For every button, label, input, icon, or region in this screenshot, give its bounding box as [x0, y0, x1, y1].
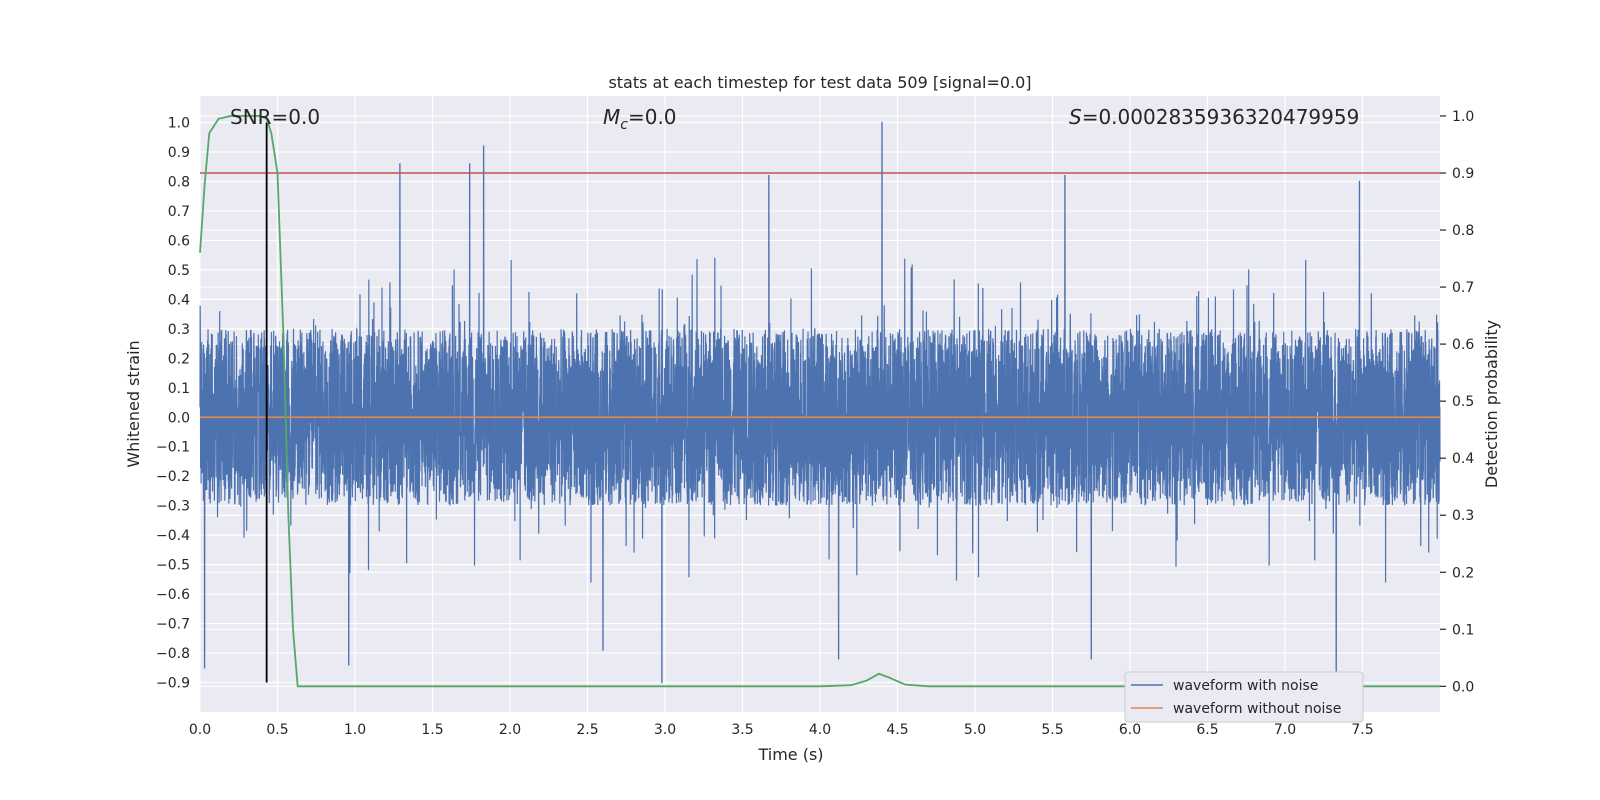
chart-lines — [199, 115, 1440, 688]
left-tick-label: −0.8 — [156, 646, 190, 662]
left-tick-label: 0.4 — [168, 292, 190, 308]
waveform-with-noise-line — [199, 121, 1441, 684]
x-tick-label: 1.5 — [421, 722, 443, 738]
right-tick-label: 0.9 — [1452, 166, 1474, 182]
left-tick-label: −0.9 — [156, 676, 190, 692]
score-value: =0.0002835936320479959 — [1082, 105, 1360, 129]
x-tick-label: 4.5 — [886, 722, 908, 738]
left-tick-label: 0.7 — [168, 204, 190, 220]
detection-probability-line — [199, 115, 1440, 688]
right-tick-label: 0.2 — [1452, 565, 1474, 581]
right-tick-label: 0.6 — [1452, 337, 1474, 353]
legend-box — [1124, 671, 1364, 723]
right-tick-label: 0.1 — [1452, 622, 1474, 638]
x-tick-label: 7.5 — [1351, 722, 1373, 738]
chirp-mass-subscript: c — [620, 117, 628, 133]
right-tick-label: 0.5 — [1452, 394, 1474, 410]
left-tick-label: −0.4 — [156, 528, 190, 544]
x-axis-label: Time (s) — [757, 745, 823, 764]
left-tick-label: 0.5 — [168, 263, 190, 279]
right-tick-label: 0.0 — [1452, 679, 1474, 695]
left-tick-label: 0.1 — [168, 381, 190, 397]
x-tick-label: 7.0 — [1274, 722, 1296, 738]
x-tick-label: 0.0 — [189, 722, 211, 738]
x-axis-ticks: 0.0 0.5 1.0 1.5 2.0 2.5 3.0 3.5 4.0 4.5 5.0 5.5 6.0 6… — [189, 722, 1374, 738]
left-tick-label: −0.2 — [156, 469, 190, 485]
snr-annotation: SNR=0.0 — [230, 105, 320, 129]
chirp-mass-value: =0.0 — [628, 105, 677, 129]
left-tick-label: 1.0 — [168, 116, 190, 132]
right-tick-label: 0.8 — [1452, 223, 1474, 239]
legend-label-without-noise: waveform without noise — [1173, 701, 1341, 717]
x-tick-label: 3.0 — [654, 722, 676, 738]
left-tick-label: −0.7 — [156, 617, 190, 633]
left-tick-label: −0.5 — [156, 558, 190, 574]
left-tick-label: −0.3 — [156, 499, 190, 515]
x-tick-label: 5.5 — [1041, 722, 1063, 738]
right-tick-label: 0.7 — [1452, 280, 1474, 296]
right-tick-label: 0.3 — [1452, 508, 1474, 524]
chart-title: stats at each timestep for test data 509… — [608, 73, 1031, 92]
x-tick-label: 1.0 — [344, 722, 366, 738]
waveform-with-noise-series — [199, 121, 1441, 684]
right-axis-ticks: 0.0 0.1 0.2 0.3 0.4 0.5 0.6 0.7 0.8 0.9 1.0 — [1440, 109, 1474, 695]
chirp-mass-symbol: M — [603, 105, 620, 129]
x-tick-label: 0.5 — [266, 722, 288, 738]
chirp-mass-annotation: Mc=0.0 — [603, 105, 677, 133]
right-tick-label: 0.4 — [1452, 451, 1474, 467]
left-tick-label: 0.8 — [168, 174, 190, 190]
legend-label-with-noise: waveform with noise — [1173, 678, 1318, 694]
left-tick-label: 0.9 — [168, 145, 190, 161]
left-tick-label: 0.6 — [168, 233, 190, 249]
left-axis-label: Whitened strain — [124, 340, 143, 467]
left-axis-ticks: −0.9 −0.8 −0.7 −0.6 −0.5 −0.4 −0.3 −0.2 −0.1 0.0 0… — [156, 116, 190, 692]
legend: waveform with noise waveform without noi… — [1124, 671, 1364, 723]
right-axis-label: Detection probability — [1482, 320, 1501, 488]
left-tick-label: −0.6 — [156, 587, 190, 603]
x-tick-label: 5.0 — [964, 722, 986, 738]
x-tick-label: 2.0 — [499, 722, 521, 738]
x-tick-label: 2.5 — [576, 722, 598, 738]
x-tick-label: 6.0 — [1119, 722, 1141, 738]
x-tick-label: 6.5 — [1196, 722, 1218, 738]
x-tick-label: 4.0 — [809, 722, 831, 738]
left-tick-label: 0.2 — [168, 351, 190, 367]
x-tick-label: 3.5 — [731, 722, 753, 738]
score-symbol: S — [1069, 105, 1082, 129]
left-tick-label: −0.1 — [156, 440, 190, 456]
left-tick-label: 0.0 — [168, 410, 190, 426]
left-tick-label: 0.3 — [168, 322, 190, 338]
right-tick-label: 1.0 — [1452, 109, 1474, 125]
score-annotation: S=0.0002835936320479959 — [1069, 105, 1359, 129]
